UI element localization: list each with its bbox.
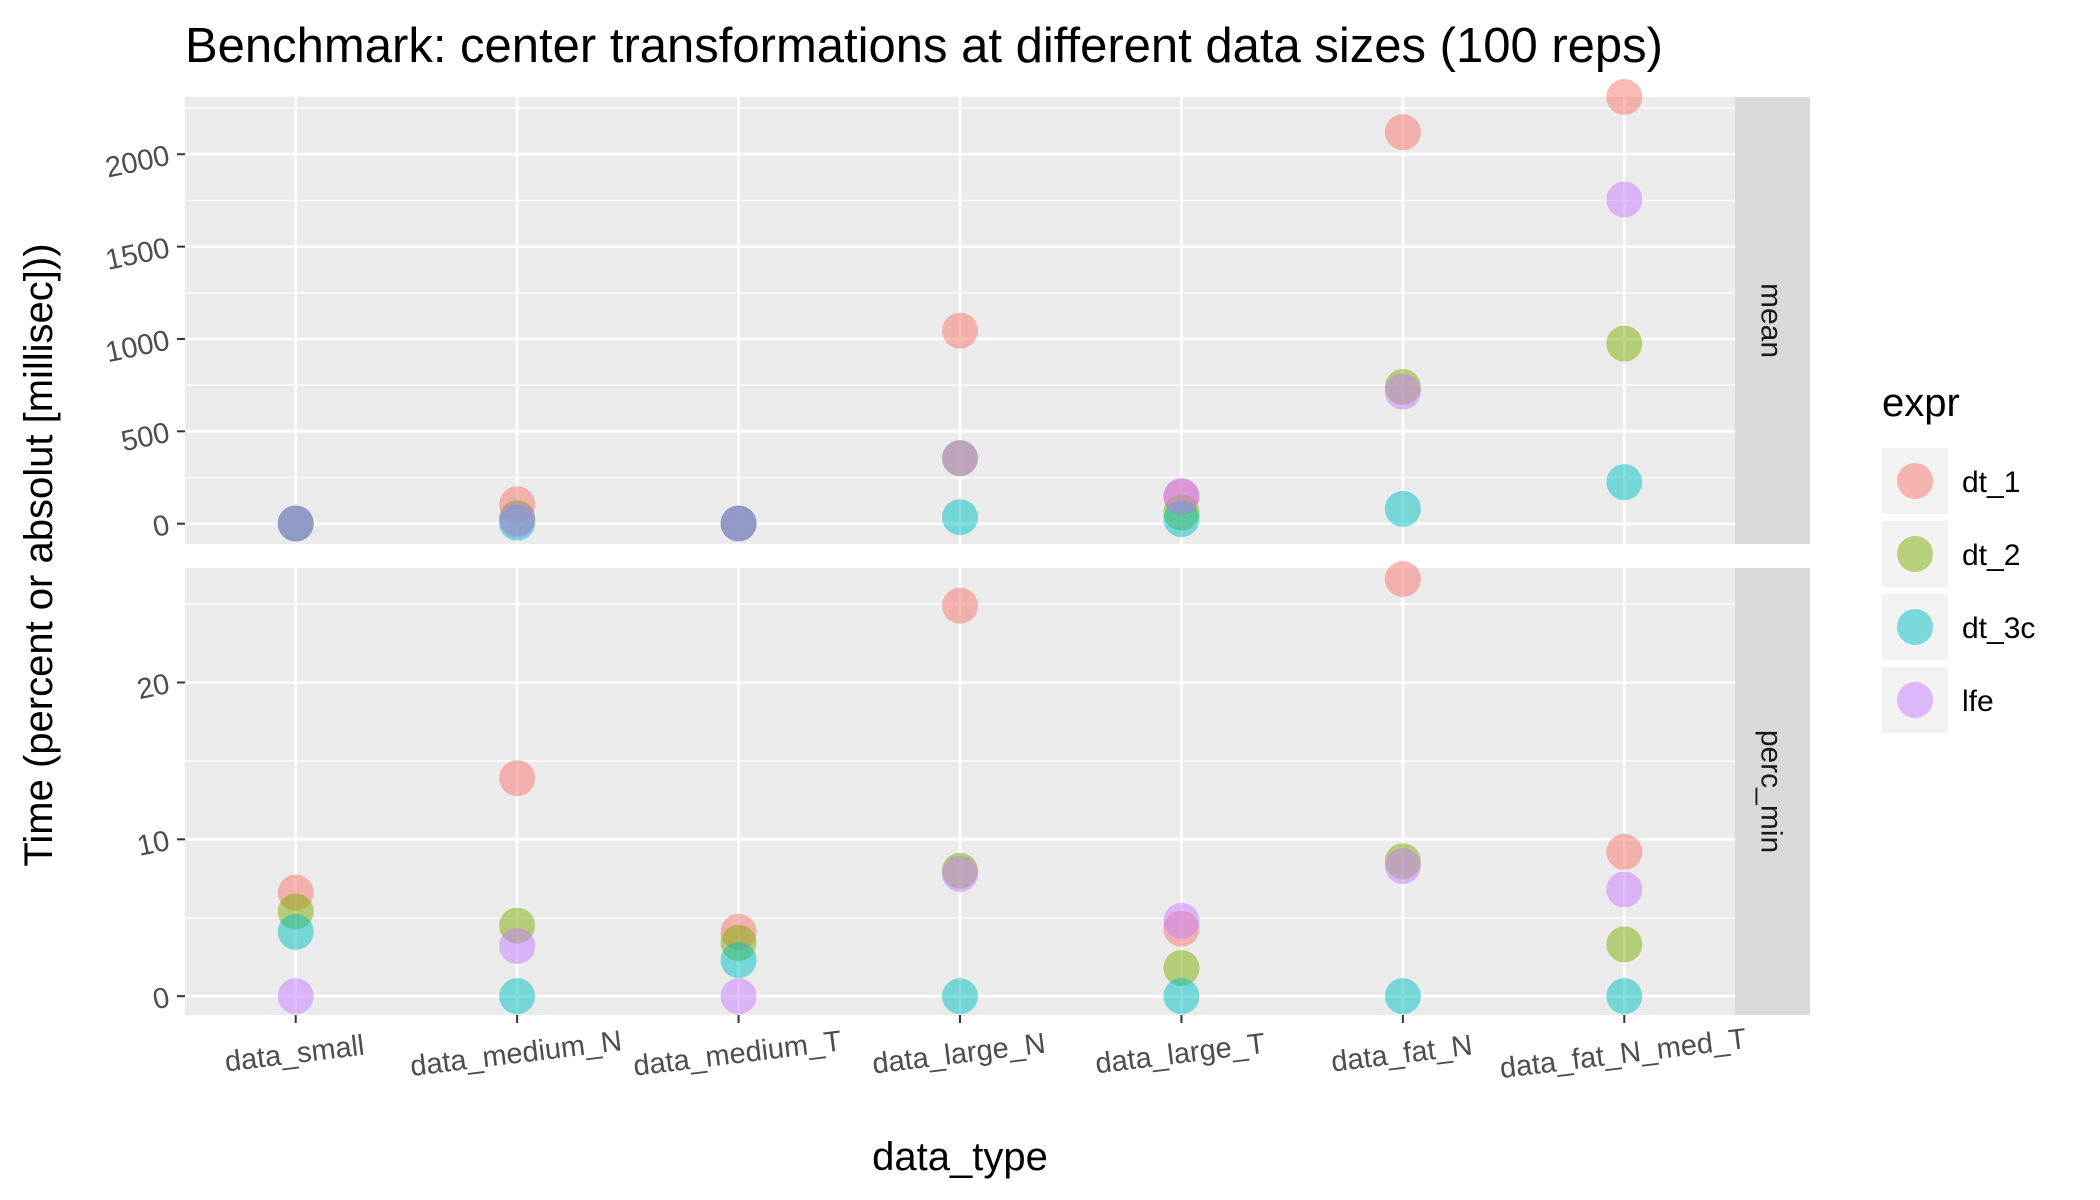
y-tick-label: 0: [150, 982, 172, 1017]
legend-label: dt_3c: [1962, 612, 2035, 645]
x-tick-label: data_fat_N_med_T: [1498, 1023, 1749, 1085]
point-lfe: [277, 505, 314, 542]
point-dt_3c: [1606, 464, 1643, 501]
legend-title: expr: [1882, 381, 1960, 425]
y-tick-label: 10: [134, 825, 172, 863]
y-tick-label: 1000: [103, 325, 173, 370]
point-dt_1: [499, 760, 536, 797]
point-dt_2: [1606, 325, 1643, 362]
point-lfe: [499, 927, 536, 964]
point-dt_3c: [942, 978, 978, 1015]
legend-swatch-dt_3c: [1897, 609, 1933, 645]
x-axis-title: data_type: [872, 1135, 1048, 1179]
point-dt_3c: [499, 978, 536, 1015]
point-dt_1: [942, 312, 978, 349]
y-axis-title: Time (percent or absolut [millisec])): [17, 243, 61, 866]
legend-label: dt_1: [1962, 466, 2020, 499]
facet-strip-label: mean: [1755, 283, 1788, 358]
legend-item-dt_2: dt_2: [1882, 521, 2020, 587]
x-tick-label: data_fat_N: [1329, 1030, 1474, 1079]
point-dt_1: [1606, 79, 1643, 115]
legend-item-dt_1: dt_1: [1882, 448, 2020, 514]
point-lfe: [942, 855, 978, 892]
x-tick-label: data_medium_N: [408, 1025, 623, 1083]
y-tick-label: 500: [118, 417, 172, 458]
point-dt_1: [1384, 114, 1421, 151]
plot-panels: 0 500 1000 1500 2000 mean 0 10 20 perc_min: [103, 79, 1810, 1016]
y-tick-label: 2000: [103, 140, 173, 185]
x-tick-label: data_large_T: [1094, 1028, 1268, 1081]
point-lfe: [720, 978, 757, 1015]
chart-title: Benchmark: center transformations at dif…: [185, 19, 1663, 73]
x-tick-label: data_small: [223, 1030, 366, 1079]
legend-label: lfe: [1962, 685, 1994, 718]
legend-item-dt_3c: dt_3c: [1882, 594, 2035, 660]
point-dt_1: [1606, 833, 1643, 870]
facet-strip: [1735, 568, 1810, 1015]
point-lfe: [499, 501, 536, 538]
y-tick-label: 20: [134, 668, 172, 706]
point-dt_3c: [1163, 978, 1200, 1015]
point-dt_3c: [277, 913, 314, 950]
x-tick-label: data_large_N: [871, 1028, 1048, 1081]
point-dt_3c: [942, 499, 978, 536]
y-tick-label: 1500: [103, 232, 173, 277]
point-lfe: [1384, 848, 1421, 884]
point-dt_3c: [1384, 490, 1421, 527]
legend-label: dt_2: [1962, 539, 2020, 572]
x-axis: data_small data_medium_N data_medium_T data…: [223, 1015, 1749, 1085]
panel-perc_min: 0 10 20 perc_min: [134, 560, 1810, 1017]
point-dt_2: [1163, 949, 1200, 986]
point-dt_1: [942, 587, 978, 624]
point-dt_3c: [1606, 978, 1643, 1015]
point-lfe: [1384, 373, 1421, 410]
facet-strip-label: perc_min: [1755, 730, 1788, 853]
facet-strip: [1735, 97, 1810, 544]
point-lfe: [1606, 871, 1643, 908]
point-lfe: [277, 978, 314, 1015]
point-lfe: [1163, 902, 1200, 939]
point-dt_2: [1606, 926, 1643, 963]
point-lfe: [1606, 181, 1643, 218]
legend-swatch-lfe: [1897, 682, 1933, 718]
point-lfe: [942, 440, 978, 477]
point-lfe: [1163, 477, 1200, 514]
legend-swatch-dt_1: [1897, 463, 1933, 499]
legend-swatch-dt_2: [1897, 536, 1933, 572]
point-dt_1: [1384, 560, 1421, 597]
point-dt_3c: [720, 942, 757, 979]
point-dt_3c: [1384, 978, 1421, 1015]
y-tick-label: 0: [150, 509, 172, 544]
x-tick-label: data_medium_T: [632, 1025, 844, 1082]
panel-mean: 0 500 1000 1500 2000 mean: [103, 79, 1810, 544]
point-lfe: [720, 505, 757, 542]
legend-item-lfe: lfe: [1882, 667, 1994, 733]
